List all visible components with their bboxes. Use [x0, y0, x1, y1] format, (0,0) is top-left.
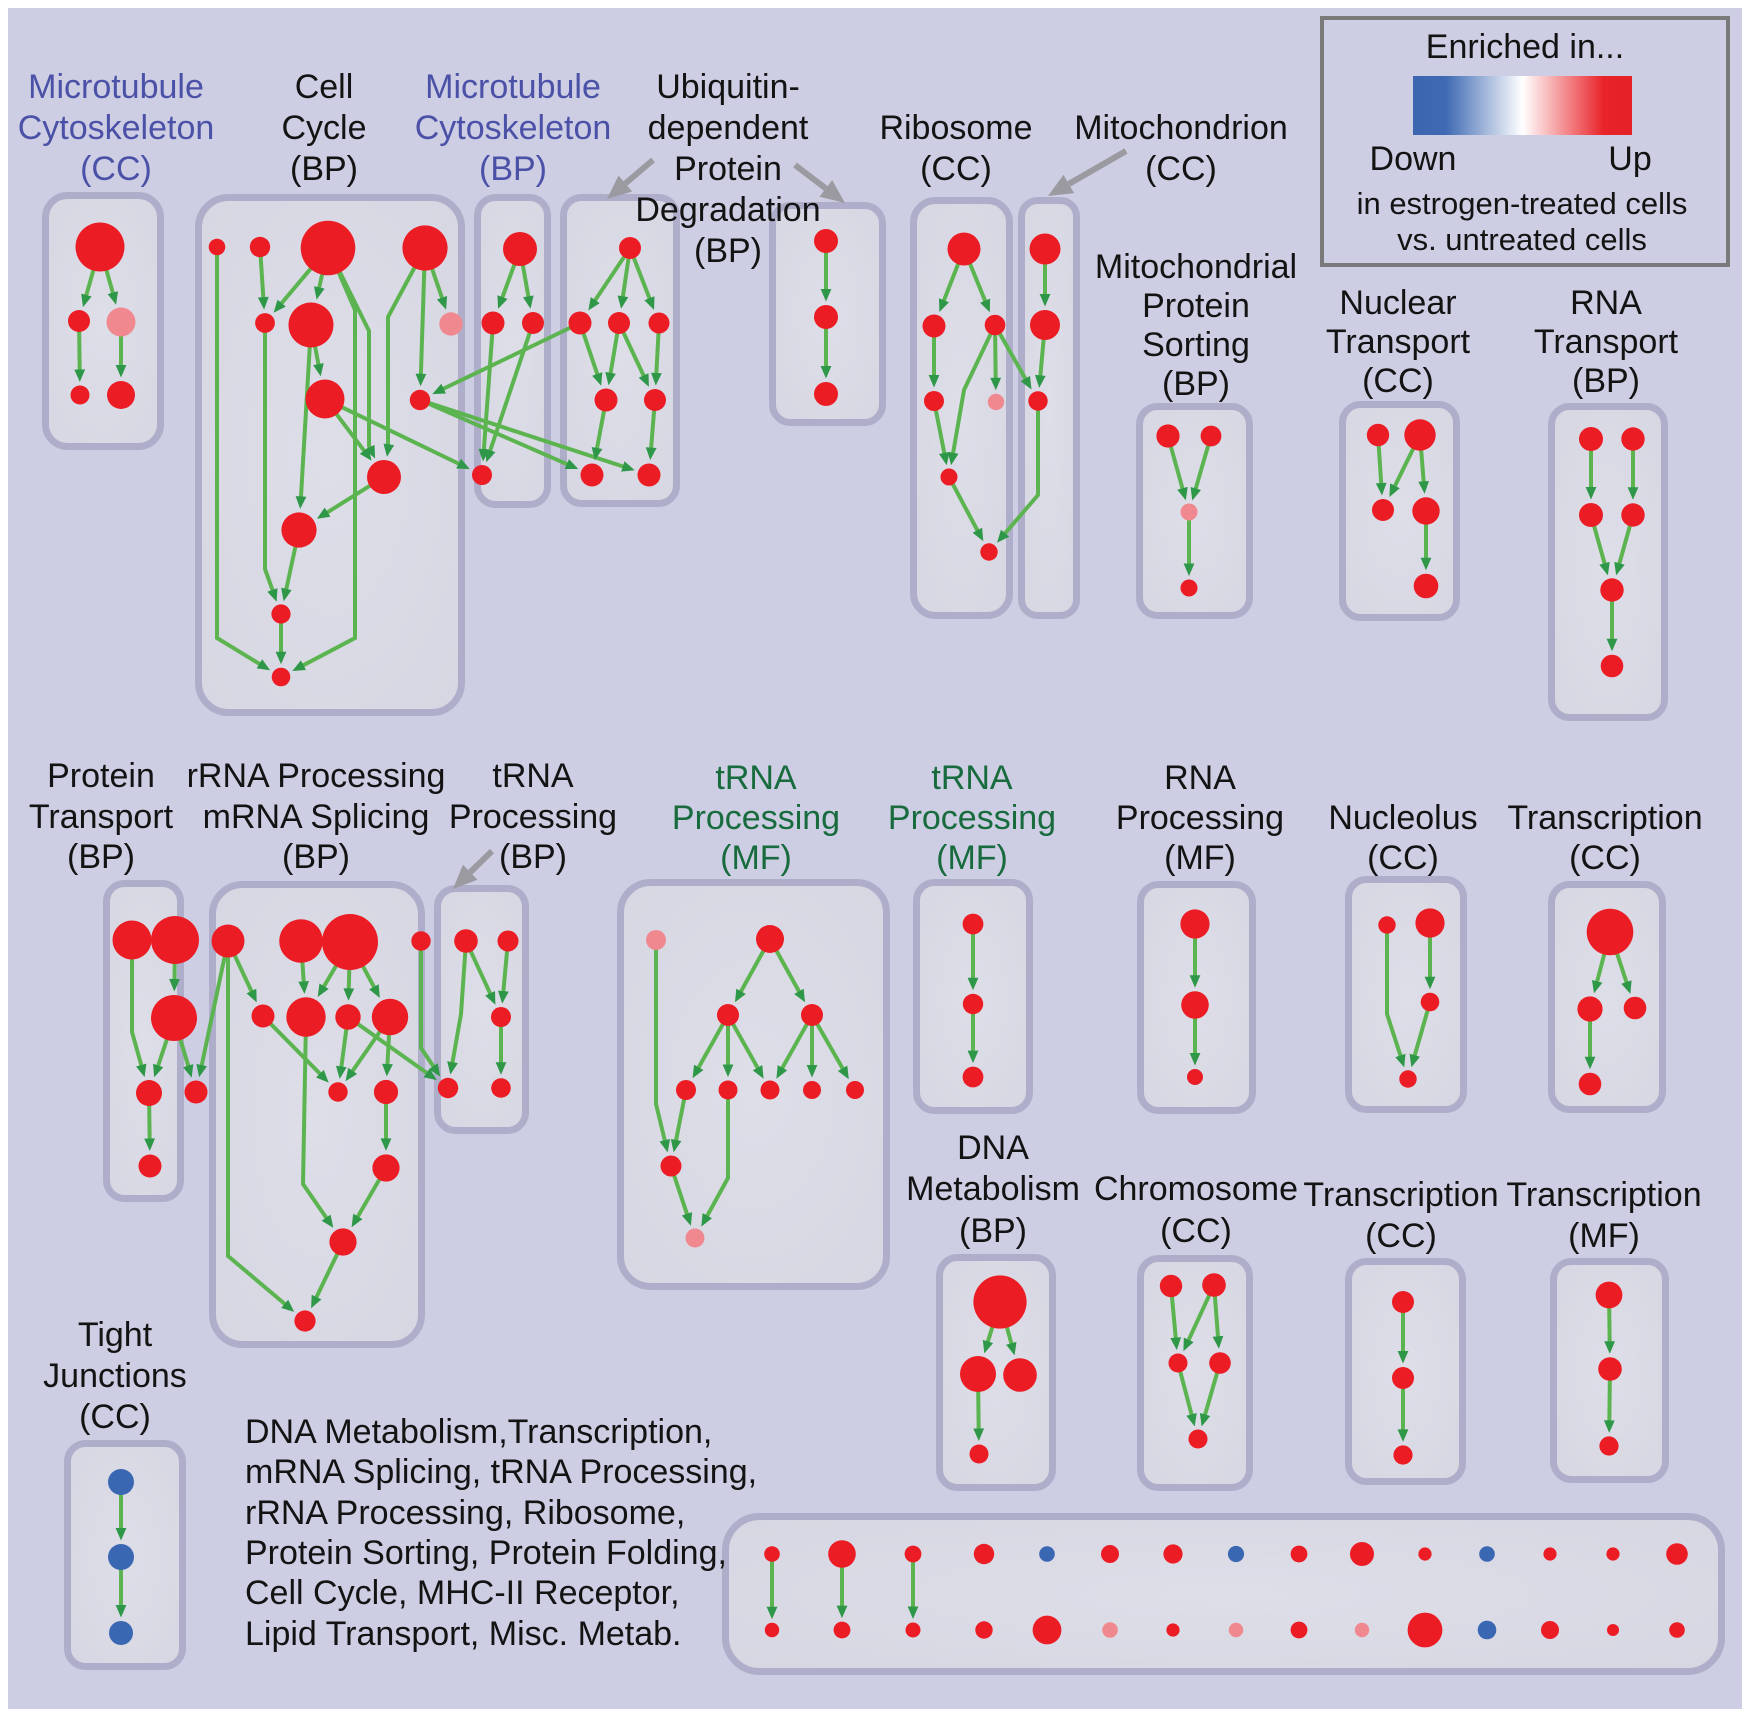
svg-text:(BP): (BP): [479, 150, 547, 188]
svg-text:Degradation: Degradation: [635, 191, 820, 229]
svg-text:Cycle: Cycle: [281, 109, 366, 147]
svg-text:Transport: Transport: [1326, 323, 1471, 361]
svg-text:rRNA Processing, Ribosome,: rRNA Processing, Ribosome,: [245, 1494, 685, 1532]
svg-text:(BP): (BP): [1572, 362, 1640, 400]
svg-text:Chromosome: Chromosome: [1094, 1170, 1298, 1208]
svg-text:Cell: Cell: [295, 68, 354, 106]
svg-text:(CC): (CC): [1160, 1212, 1232, 1250]
svg-text:Microtubule: Microtubule: [425, 68, 601, 106]
svg-text:(BP): (BP): [694, 232, 762, 270]
svg-text:Transcription: Transcription: [1303, 1176, 1498, 1214]
svg-text:Down: Down: [1370, 140, 1457, 178]
svg-text:(BP): (BP): [282, 838, 350, 876]
svg-text:RNA: RNA: [1570, 284, 1642, 322]
svg-text:Cytoskeleton: Cytoskeleton: [18, 109, 215, 147]
svg-text:DNA: DNA: [957, 1129, 1029, 1167]
svg-text:mRNA Splicing, tRNA Processing: mRNA Splicing, tRNA Processing,: [245, 1453, 757, 1491]
svg-text:(CC): (CC): [1367, 839, 1439, 877]
svg-text:in estrogen-treated cells: in estrogen-treated cells: [1357, 186, 1688, 221]
svg-text:Transcription: Transcription: [1507, 799, 1702, 837]
svg-text:Mitochondrial: Mitochondrial: [1095, 248, 1297, 286]
svg-text:Up: Up: [1608, 140, 1651, 178]
svg-text:(MF): (MF): [936, 839, 1008, 877]
svg-text:(CC): (CC): [80, 150, 152, 188]
svg-text:Processing: Processing: [888, 799, 1056, 837]
svg-text:(MF): (MF): [1164, 839, 1236, 877]
svg-text:(CC): (CC): [920, 150, 992, 188]
svg-text:mRNA Splicing: mRNA Splicing: [203, 798, 430, 836]
svg-text:Ribosome: Ribosome: [879, 109, 1032, 147]
svg-text:Processing: Processing: [449, 798, 617, 836]
svg-text:Microtubule: Microtubule: [28, 68, 204, 106]
svg-text:Cell Cycle, MHC-II Receptor,: Cell Cycle, MHC-II Receptor,: [245, 1574, 680, 1612]
svg-text:Protein Sorting, Protein Foldi: Protein Sorting, Protein Folding,: [245, 1534, 727, 1572]
svg-text:Mitochondrion: Mitochondrion: [1074, 109, 1288, 147]
svg-text:Nuclear: Nuclear: [1339, 284, 1456, 322]
svg-text:Transport: Transport: [29, 798, 174, 836]
svg-text:Metabolism: Metabolism: [906, 1170, 1080, 1208]
svg-text:(CC): (CC): [1569, 839, 1641, 877]
svg-text:Transport: Transport: [1534, 323, 1679, 361]
svg-text:(MF): (MF): [1568, 1217, 1640, 1255]
svg-text:(BP): (BP): [290, 150, 358, 188]
svg-text:(MF): (MF): [720, 839, 792, 877]
svg-text:tRNA: tRNA: [492, 757, 574, 795]
svg-text:Transcription: Transcription: [1506, 1176, 1701, 1214]
svg-text:(CC): (CC): [1362, 362, 1434, 400]
svg-text:Protein: Protein: [47, 757, 155, 795]
svg-text:dependent: dependent: [648, 109, 809, 147]
svg-text:Enriched in...: Enriched in...: [1426, 28, 1624, 66]
svg-text:(CC): (CC): [1365, 1217, 1437, 1255]
svg-text:Processing: Processing: [1116, 799, 1284, 837]
svg-text:(CC): (CC): [1145, 150, 1217, 188]
svg-text:tRNA: tRNA: [931, 759, 1013, 797]
svg-text:Protein: Protein: [1142, 287, 1250, 325]
svg-text:Junctions: Junctions: [43, 1357, 187, 1395]
svg-text:Tight: Tight: [78, 1316, 153, 1354]
svg-text:Lipid Transport, Misc. Metab.: Lipid Transport, Misc. Metab.: [245, 1615, 682, 1653]
svg-text:Ubiquitin-: Ubiquitin-: [656, 68, 800, 106]
svg-text:DNA Metabolism,Transcription,: DNA Metabolism,Transcription,: [245, 1413, 712, 1451]
svg-text:Processing: Processing: [672, 799, 840, 837]
svg-text:(BP): (BP): [959, 1212, 1027, 1250]
svg-text:Sorting: Sorting: [1142, 326, 1250, 364]
svg-text:(BP): (BP): [499, 838, 567, 876]
svg-text:vs. untreated cells: vs. untreated cells: [1397, 222, 1647, 257]
svg-text:(BP): (BP): [67, 838, 135, 876]
svg-text:(CC): (CC): [79, 1398, 151, 1436]
svg-text:Cytoskeleton: Cytoskeleton: [415, 109, 612, 147]
svg-text:rRNA Processing: rRNA Processing: [187, 757, 446, 795]
svg-text:RNA: RNA: [1164, 759, 1236, 797]
svg-text:(BP): (BP): [1162, 365, 1230, 403]
svg-text:Nucleolus: Nucleolus: [1328, 799, 1477, 837]
svg-text:Protein: Protein: [674, 150, 782, 188]
svg-text:tRNA: tRNA: [715, 759, 797, 797]
